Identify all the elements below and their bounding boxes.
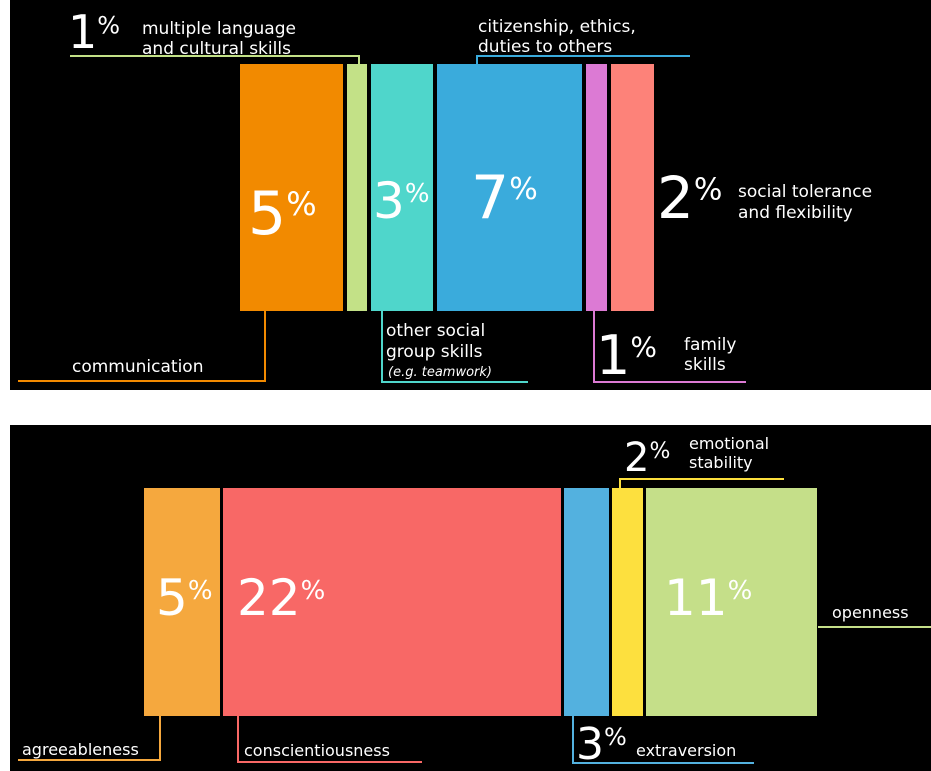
family-value-label: 1%	[596, 324, 657, 387]
tolerance-value-label: 2%	[657, 164, 722, 232]
family-label-1: family	[684, 335, 736, 355]
communication-value-label: 5%	[248, 179, 317, 249]
tolerance-bar	[611, 64, 654, 311]
extraversion-bar	[564, 488, 609, 716]
openness-label: openness	[832, 603, 909, 622]
citizenship-bar	[437, 64, 582, 311]
citizenship-label-1: citizenship, ethics,	[478, 17, 636, 37]
communication-bar	[240, 64, 343, 311]
multilang-label-2: and cultural skills	[142, 39, 291, 59]
communication-label: communication	[72, 357, 203, 377]
group-label-2: group skills	[386, 342, 483, 362]
extraversion-value-label: 3%	[576, 719, 627, 770]
citizenship-leader	[476, 55, 690, 64]
multilang-bar	[347, 64, 367, 311]
emotional-bar	[612, 488, 643, 716]
conscientiousness-leader	[237, 716, 422, 763]
extraversion-label: extraversion	[636, 741, 736, 760]
agreeableness-value-label: 5%	[156, 569, 213, 627]
conscientiousness-bar	[223, 488, 561, 716]
agreeableness-leader	[18, 716, 161, 761]
group-leader	[381, 311, 528, 383]
family-leader	[593, 311, 746, 383]
group-label-1: other social	[386, 321, 485, 341]
personality-traits-panel: 5% 22% 11% agreeableness conscientiousness 3%…	[10, 425, 931, 771]
multilang-value-label: 1%	[68, 5, 120, 59]
agreeableness-label: agreeableness	[22, 740, 139, 759]
tolerance-label-1: social tolerance	[738, 182, 872, 202]
communication-leader	[18, 311, 266, 382]
emotional-label-2: stability	[689, 453, 753, 472]
emotional-leader	[619, 478, 784, 488]
group-note: (e.g. teamwork)	[388, 365, 492, 380]
openness-bar	[646, 488, 817, 716]
family-label-2: skills	[684, 355, 726, 375]
group-bar	[371, 64, 433, 311]
agreeableness-bar	[144, 488, 220, 716]
social-skills-panel: 5% 3% 7% communication 1% multiple language an…	[10, 0, 931, 390]
conscientiousness-label: conscientiousness	[244, 741, 390, 760]
family-bar	[586, 64, 607, 311]
emotional-value-label: 2%	[624, 435, 670, 481]
group-value-label: 3%	[373, 172, 430, 230]
multilang-leader	[70, 55, 360, 64]
tolerance-label-2: and flexibility	[738, 203, 853, 223]
emotional-label-1: emotional	[689, 434, 769, 453]
extraversion-leader	[572, 716, 754, 764]
citizenship-value-label: 7%	[471, 163, 538, 233]
personality-traits-chart: 5% 22% 11% agreeableness conscientiousness 3%…	[18, 434, 931, 770]
citizenship-label-2: duties to others	[478, 37, 612, 57]
openness-value-label: 11%	[664, 569, 752, 627]
multilang-label-1: multiple language	[142, 19, 296, 39]
conscientiousness-value-label: 22%	[237, 569, 325, 627]
